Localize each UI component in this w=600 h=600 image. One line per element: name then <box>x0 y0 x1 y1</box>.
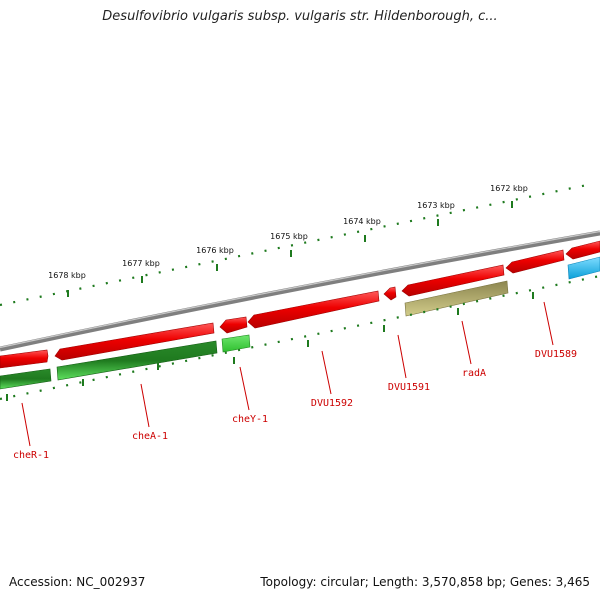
ruler-label: 1676 kbp <box>196 246 234 255</box>
accession-label: Accession: NC_002937 <box>9 575 146 589</box>
ruler-label: 1672 kbp <box>490 184 528 193</box>
gene-block[interactable] <box>221 334 251 353</box>
ruler-inner <box>0 274 600 401</box>
topology-summary: Topology: circular; Length: 3,570,858 bp… <box>260 575 590 589</box>
gene-arrow[interactable] <box>247 290 380 329</box>
gene-label[interactable]: cheA-1 <box>132 431 168 442</box>
gene-label[interactable]: DVU1591 <box>388 382 430 393</box>
gene-arrow[interactable] <box>505 249 565 274</box>
ruler-label: 1678 kbp <box>48 271 86 280</box>
leader-line <box>239 366 250 411</box>
ruler-label: 1675 kbp <box>270 232 308 241</box>
gene-label[interactable]: DVU1589 <box>535 349 577 360</box>
gene-arrow[interactable] <box>383 286 397 301</box>
gene-arrow[interactable] <box>219 316 248 334</box>
gene-arrow[interactable] <box>0 349 49 369</box>
ruler-label: 1674 kbp <box>343 217 381 226</box>
page-title: Desulfovibrio vulgaris subsp. vulgaris s… <box>102 9 498 24</box>
gene-block[interactable] <box>567 256 600 280</box>
gene-label[interactable]: radA <box>462 368 486 379</box>
leader-line <box>461 320 472 365</box>
gene-block[interactable] <box>56 340 218 381</box>
gene-arrow[interactable] <box>54 322 215 361</box>
gene-label[interactable]: DVU1592 <box>311 398 353 409</box>
gene-arrow[interactable] <box>401 264 505 297</box>
reverse-strand <box>0 256 600 390</box>
gene-block[interactable] <box>0 368 52 390</box>
forward-strand <box>0 240 600 369</box>
ruler-label: 1677 kbp <box>122 259 160 268</box>
leader-line <box>543 301 554 346</box>
genome-backbone <box>0 230 600 352</box>
ruler-major-ticks <box>67 201 513 297</box>
leader-line <box>21 402 31 447</box>
gene-label[interactable]: cheY-1 <box>232 414 268 425</box>
leader-line <box>397 334 407 379</box>
ruler-dashes <box>0 274 600 401</box>
ruler-label: 1673 kbp <box>417 201 455 210</box>
gene-arrow[interactable] <box>565 240 600 260</box>
ruler-inner-major-ticks <box>6 292 534 401</box>
gene-leaders <box>21 301 554 447</box>
leader-line <box>321 350 332 395</box>
genome-backbone-highlight <box>0 230 600 349</box>
leader-line <box>140 383 150 428</box>
gene-label[interactable]: cheR-1 <box>13 450 49 461</box>
gene-block[interactable] <box>404 280 509 317</box>
